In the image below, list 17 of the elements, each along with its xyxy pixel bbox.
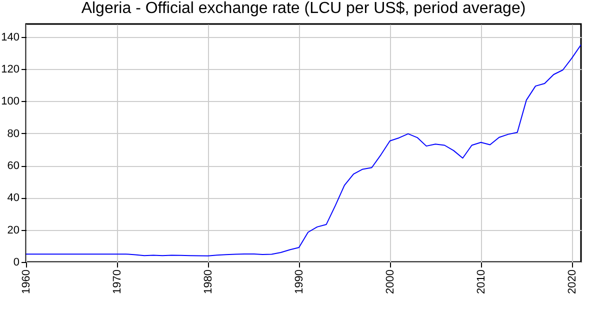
y-tick-label: 60 — [7, 160, 20, 172]
y-tick-label: 0 — [13, 256, 20, 268]
x-tick-label: 1990 — [293, 270, 306, 294]
chart-title: Algeria - Official exchange rate (LCU per US$, period average) — [81, 0, 526, 17]
y-tick-label: 80 — [7, 128, 20, 140]
x-tick-label: 1980 — [202, 270, 214, 294]
y-tick-label: 20 — [7, 224, 20, 236]
line-series — [26, 44, 581, 256]
x-tick-label: 1970 — [111, 270, 124, 294]
y-tick-label: 120 — [1, 64, 20, 76]
x-tick-label: 2020 — [566, 270, 578, 294]
x-tick-label: 1960 — [20, 270, 32, 294]
x-tick-label: 2010 — [475, 270, 488, 294]
y-tick-label: 100 — [1, 96, 20, 108]
x-tick-label: 2000 — [384, 270, 396, 294]
y-tick-label: 40 — [7, 192, 20, 204]
y-tick-label: 140 — [1, 31, 20, 44]
